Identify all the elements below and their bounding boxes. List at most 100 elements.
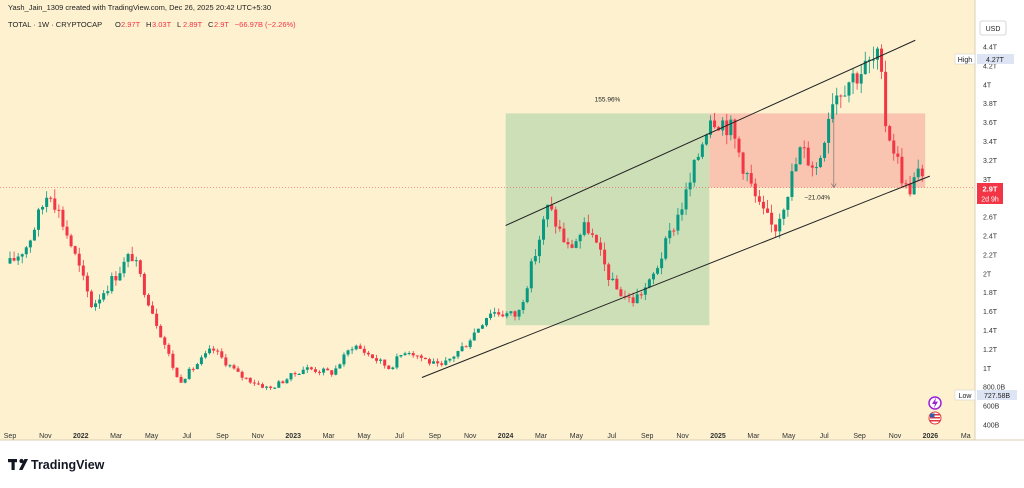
candle-body bbox=[770, 212, 774, 225]
candle-body bbox=[375, 358, 379, 361]
candles bbox=[8, 44, 924, 391]
candle-body bbox=[45, 197, 49, 207]
candle-body bbox=[411, 353, 415, 356]
candle-body bbox=[232, 365, 236, 369]
candle-body bbox=[912, 177, 916, 195]
candle-body bbox=[326, 368, 330, 371]
candle-body bbox=[900, 156, 904, 184]
candle-body bbox=[346, 350, 350, 355]
candle-body bbox=[114, 275, 118, 281]
loss-percent-label: −21.04% bbox=[804, 195, 830, 202]
candle-body bbox=[65, 226, 69, 236]
candle-body bbox=[904, 183, 908, 185]
candle-body bbox=[880, 48, 884, 72]
candle-body bbox=[708, 120, 712, 135]
candle-body bbox=[77, 253, 81, 266]
candle-body bbox=[342, 354, 346, 365]
candle-body bbox=[427, 359, 431, 364]
candle-body bbox=[171, 353, 175, 368]
candle-body bbox=[106, 291, 110, 294]
candle-body bbox=[476, 328, 480, 333]
candle-body bbox=[761, 201, 765, 209]
time-tick-label: Mar bbox=[110, 433, 123, 440]
candle-body bbox=[753, 183, 757, 197]
candle-body bbox=[619, 289, 623, 297]
candle-body bbox=[745, 173, 749, 175]
candle-body bbox=[358, 345, 362, 349]
flash-icon[interactable] bbox=[928, 396, 942, 410]
symbol-info: TOTAL · 1W · CRYPTOCAP bbox=[8, 20, 102, 29]
candle-body bbox=[672, 230, 676, 232]
candle-body bbox=[81, 265, 85, 276]
candle-body bbox=[224, 357, 228, 366]
candle-body bbox=[415, 355, 419, 357]
candle-body bbox=[167, 344, 171, 354]
price-tick-label: 4.4T bbox=[983, 45, 998, 52]
candle-body bbox=[643, 287, 647, 295]
candle-body bbox=[297, 373, 301, 375]
candle-body bbox=[884, 71, 888, 127]
time-tick-label: 2025 bbox=[710, 433, 726, 440]
candle-body bbox=[179, 376, 183, 383]
candle-body bbox=[867, 59, 871, 61]
price-tick-label: 1.4T bbox=[983, 328, 998, 335]
candle-body bbox=[542, 219, 546, 240]
candle-body bbox=[208, 348, 212, 354]
candle-body bbox=[806, 147, 810, 166]
high-value: 4.27T bbox=[986, 57, 1005, 64]
last-price-marker: 2.9T 2d 9h bbox=[977, 183, 1003, 204]
candle-body bbox=[818, 157, 822, 168]
high-marker: High 4.27T bbox=[954, 53, 1014, 65]
candle-body bbox=[252, 382, 256, 384]
candle-body bbox=[680, 209, 684, 215]
candle-body bbox=[517, 310, 521, 317]
change-value: −66.97B (−2.26%) bbox=[235, 20, 296, 29]
time-tick-label: Sep bbox=[853, 433, 866, 440]
candle-body bbox=[89, 291, 93, 308]
candle-body bbox=[395, 356, 399, 368]
candle-body bbox=[362, 348, 366, 353]
candle-body bbox=[203, 353, 207, 358]
candle-body bbox=[391, 367, 395, 369]
currency-button[interactable] bbox=[979, 20, 1007, 36]
time-tick-label: Jul bbox=[820, 433, 829, 440]
us-flag-icon[interactable] bbox=[928, 411, 942, 425]
candle-body bbox=[228, 365, 232, 367]
candle-body bbox=[256, 383, 260, 385]
candle-body bbox=[338, 364, 342, 369]
candle-body bbox=[155, 313, 159, 326]
high-label-box bbox=[954, 53, 976, 65]
candle-body bbox=[399, 354, 403, 357]
candle-body bbox=[484, 318, 488, 326]
time-tick-label: Nov bbox=[676, 433, 689, 440]
candle-body bbox=[713, 120, 717, 128]
candle-body bbox=[126, 254, 130, 262]
candle-body bbox=[289, 373, 293, 380]
candle-body bbox=[835, 95, 839, 105]
candle-body bbox=[550, 204, 554, 210]
candle-body bbox=[146, 294, 150, 306]
candle-body bbox=[423, 357, 427, 360]
low-label-box bbox=[954, 389, 976, 401]
time-tick-label: Nov bbox=[252, 433, 265, 440]
candle-body bbox=[859, 74, 863, 84]
candle-body bbox=[94, 303, 98, 308]
time-tick-label: Sep bbox=[641, 433, 654, 440]
candle-body bbox=[163, 337, 167, 345]
price-scale-ticks: 4.4T4.2T4T3.8T3.6T3.4T3.2T3T2.8T2.6T2.4T… bbox=[983, 45, 1006, 430]
candle-body bbox=[220, 351, 224, 358]
candle-body bbox=[334, 368, 338, 375]
candle-body bbox=[191, 368, 195, 370]
candle-body bbox=[521, 302, 525, 311]
candle-body bbox=[782, 209, 786, 219]
candle-body bbox=[607, 264, 611, 280]
last-price-value: 2.9T bbox=[982, 185, 997, 194]
candle-body bbox=[513, 311, 517, 317]
time-tick-label: May bbox=[570, 433, 584, 440]
candle-body bbox=[582, 222, 586, 235]
candle-body bbox=[574, 241, 578, 248]
low-marker: Low 727.58B bbox=[954, 389, 1017, 401]
candle-body bbox=[533, 256, 537, 262]
